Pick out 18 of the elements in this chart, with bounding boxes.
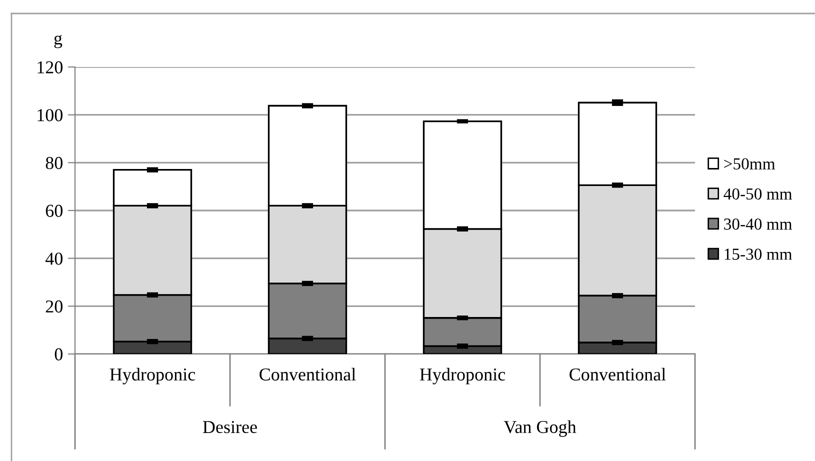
x-tick-label: Hydroponic <box>420 368 506 384</box>
y-tick-label: 0 <box>54 348 63 360</box>
x-tick-label: Hydroponic <box>110 368 196 384</box>
x-tick-label: Conventional <box>570 368 666 381</box>
y-tick-label: 120 <box>38 61 63 74</box>
y-tick-label: 100 <box>38 109 63 122</box>
y-axis-title: g <box>54 35 62 48</box>
x-tick-label: Conventional <box>260 368 356 381</box>
legend-label: 40-50 mm <box>724 188 792 200</box>
y-tick-label: 60 <box>46 204 63 217</box>
legend-label: 15-30 mm <box>724 248 792 260</box>
legend-label: 30-40 mm <box>724 218 792 230</box>
y-tick-label: 40 <box>45 252 63 265</box>
text: Desiree <box>202 421 257 434</box>
y-tick-label: 80 <box>46 156 63 170</box>
legend-label: >50mm <box>724 158 776 170</box>
text: Van Gogh <box>504 420 576 437</box>
y-tick-label: 20 <box>46 300 63 313</box>
